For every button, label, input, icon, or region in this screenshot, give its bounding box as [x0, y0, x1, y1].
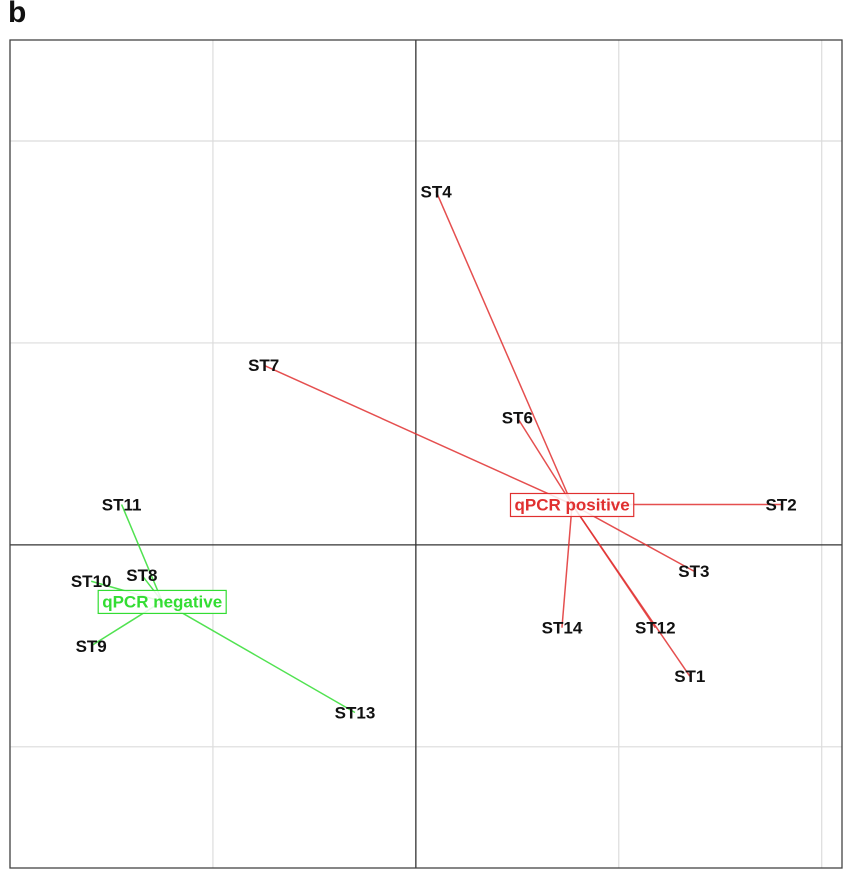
spoke-line: [120, 504, 163, 602]
group-label: qPCR positive: [514, 495, 629, 514]
group-label-box: [509, 492, 635, 518]
group-centroid-labels: qPCR negative qPCR positive: [97, 492, 635, 615]
group-spokes: [90, 191, 782, 714]
site-label: ST6: [502, 409, 533, 428]
plot-frame: [9, 39, 843, 869]
grid-lines: [9, 40, 842, 868]
spoke-line: [263, 364, 573, 506]
site-label: ST9: [76, 637, 107, 656]
group-label: qPCR negative: [102, 592, 222, 611]
panel-letter: b: [8, 0, 27, 29]
axes-at-origin: [10, 40, 842, 868]
site-label: ST11: [102, 495, 142, 514]
spoke-line: [516, 417, 573, 505]
site-label: ST4: [421, 182, 453, 201]
site-label: ST1: [674, 667, 705, 686]
site-label: ST12: [635, 619, 676, 638]
site-label: ST3: [678, 562, 709, 581]
spoke-line: [161, 600, 356, 714]
site-label: ST8: [126, 566, 157, 585]
spoke-line: [561, 504, 573, 628]
site-label: ST2: [766, 495, 797, 514]
site-label: ST10: [71, 572, 112, 591]
site-label: ST7: [248, 356, 279, 375]
spoke-line: [571, 504, 656, 629]
site-labels: ST8 ST9 ST10 ST11 ST13 ST1 ST2 ST3 ST4 ST6 ST7 ST12…: [71, 182, 797, 722]
spoke-line: [435, 191, 573, 505]
group-label-box: [97, 589, 227, 615]
site-label: ST14: [542, 619, 583, 638]
site-label: ST13: [335, 703, 376, 722]
